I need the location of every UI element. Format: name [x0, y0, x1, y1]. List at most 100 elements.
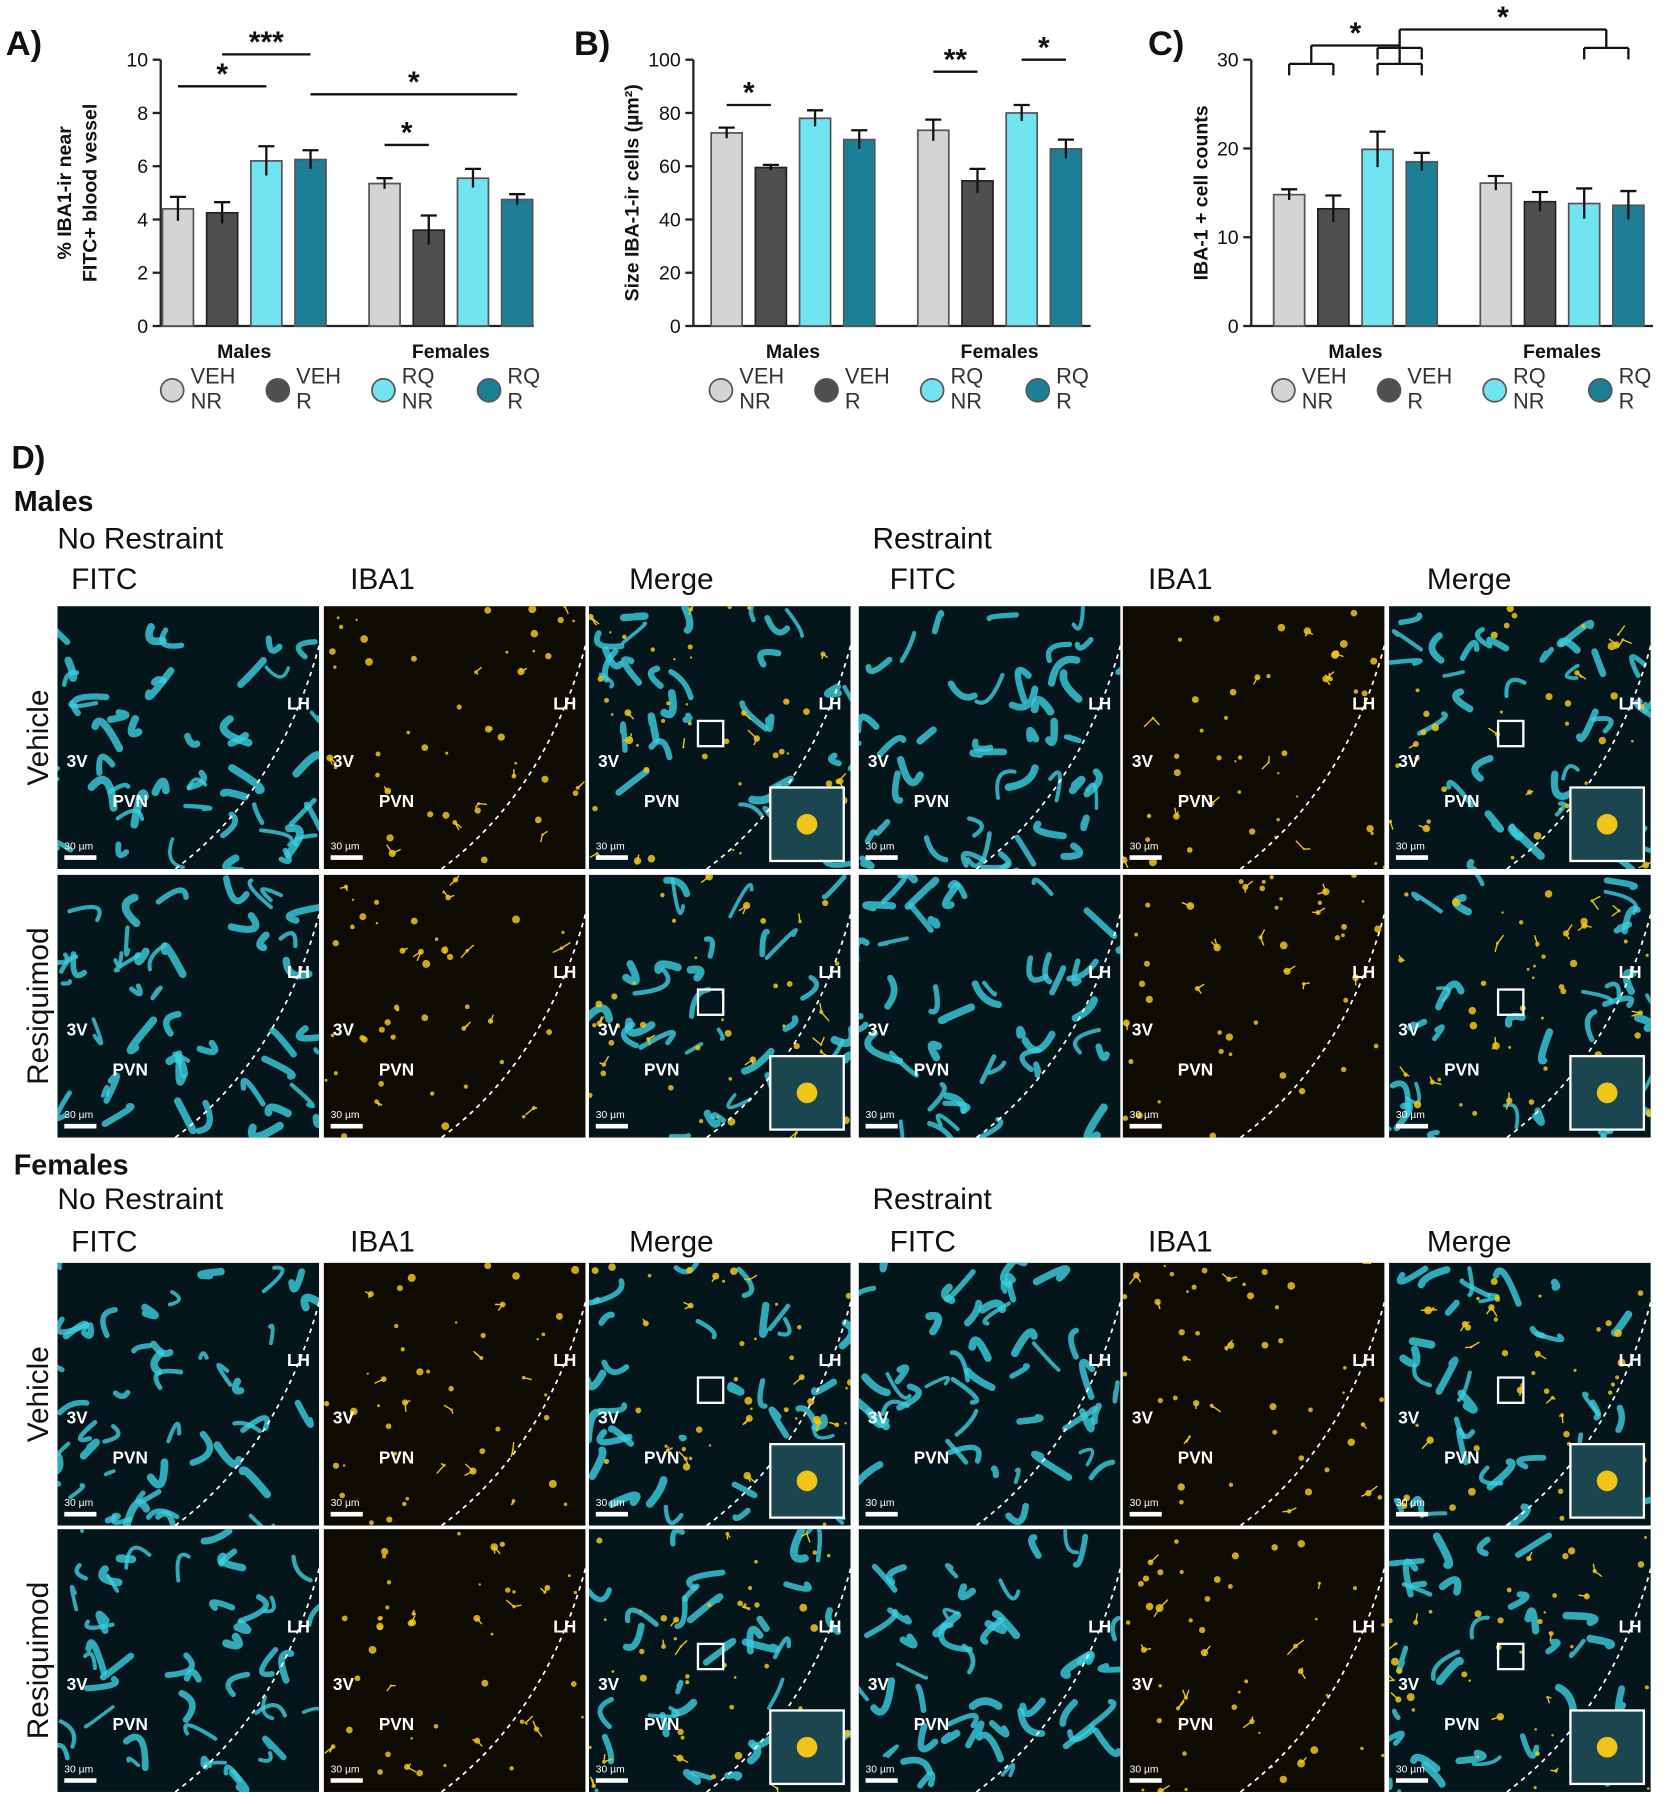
microglia [367, 1373, 369, 1375]
microglia [1527, 968, 1530, 971]
microglia [748, 1586, 752, 1590]
microglia [600, 1070, 606, 1076]
microglia [387, 1580, 391, 1584]
region-label: PVN [914, 1060, 949, 1080]
microglia [546, 1029, 552, 1035]
scale-bar-label: 30 µm [1130, 1110, 1159, 1121]
microglia [681, 1736, 685, 1740]
microglia [385, 1605, 389, 1609]
y-tick-label: 30 [1217, 50, 1239, 72]
microglia [342, 1616, 348, 1622]
bar [1050, 149, 1081, 326]
microglia [1146, 996, 1153, 1003]
microglia [789, 1355, 794, 1360]
microglia [1187, 847, 1193, 853]
vessel [201, 1272, 221, 1276]
microglia [1299, 1088, 1305, 1094]
microglia [405, 1497, 409, 1501]
vessel [728, 1775, 739, 1777]
microglia [374, 900, 379, 905]
legend-label: RQ NR [1513, 365, 1564, 416]
microglia [673, 658, 675, 660]
microglia [1559, 1516, 1564, 1521]
microglia [479, 1448, 485, 1454]
microglia [1271, 1544, 1278, 1551]
microglia [1531, 1371, 1535, 1375]
microglia [685, 1674, 690, 1679]
microglia [604, 698, 609, 703]
y-axis-label: Size IBA-1-ir cells (µm²) [621, 84, 643, 301]
scale-bar-label: 30 µm [1396, 1498, 1425, 1509]
microglia [1275, 906, 1279, 910]
microglia [1247, 1292, 1254, 1299]
microglia [1476, 1297, 1480, 1301]
microglia [1468, 1007, 1476, 1015]
legend-marker [478, 379, 501, 402]
microglia [1559, 807, 1562, 810]
microglia [1383, 866, 1386, 869]
scale-bar-label: 30 µm [331, 841, 360, 852]
vessel [768, 717, 771, 729]
region-label: 3V [67, 1019, 89, 1039]
microglia [743, 902, 750, 909]
microglia [421, 1014, 428, 1021]
microglia [1362, 900, 1365, 903]
microglia [1584, 781, 1588, 785]
vessel [651, 716, 656, 740]
microglia [1343, 1366, 1347, 1370]
vessel [44, 1472, 59, 1484]
microglia [352, 899, 354, 901]
y-tick-label: 10 [1217, 227, 1239, 249]
microglia [1157, 1718, 1162, 1723]
microglia [1272, 1430, 1277, 1435]
legend-entry: RQ NR [1513, 365, 1570, 422]
microglia [1341, 924, 1347, 930]
microglia [411, 656, 417, 662]
region-label: 3V [1132, 1674, 1154, 1694]
microglia [1179, 1500, 1184, 1505]
y-tick-label: 0 [1228, 316, 1239, 338]
region-label: 3V [868, 1407, 890, 1427]
microglia [717, 1116, 719, 1118]
legend-label: VEH NR [1302, 365, 1353, 416]
microglia [381, 1548, 388, 1555]
microglia [1189, 1618, 1193, 1622]
bar [1406, 162, 1437, 326]
microglia [1227, 1342, 1234, 1349]
microglia [1647, 1787, 1650, 1790]
microglia [1174, 754, 1179, 759]
condition-label: No Restraint [57, 1183, 223, 1216]
microglia [1351, 610, 1358, 617]
microglia [1500, 710, 1503, 713]
microglia [648, 1274, 652, 1278]
bar [800, 118, 831, 326]
region-label: PVN [644, 1448, 679, 1468]
channel-label: IBA1 [1148, 1225, 1213, 1258]
microglia [571, 1266, 579, 1274]
microglia [1570, 960, 1577, 967]
microglia [1534, 832, 1542, 840]
microglia [587, 1093, 592, 1098]
microglia [1634, 1032, 1640, 1038]
microglia [500, 1060, 504, 1064]
microglia [604, 1618, 607, 1621]
microglia [683, 1463, 691, 1471]
region-label: LH [1352, 962, 1375, 982]
microglia [1608, 1390, 1612, 1394]
significance-label: * [216, 58, 228, 91]
bar [162, 209, 193, 326]
microglia [1423, 711, 1429, 717]
microglia [498, 734, 505, 741]
inset-cell [797, 1737, 818, 1758]
microglia [734, 1377, 739, 1382]
microglia [1596, 1327, 1600, 1331]
microglia [376, 922, 379, 925]
vessel [1414, 1584, 1424, 1585]
microglia [1234, 760, 1236, 762]
